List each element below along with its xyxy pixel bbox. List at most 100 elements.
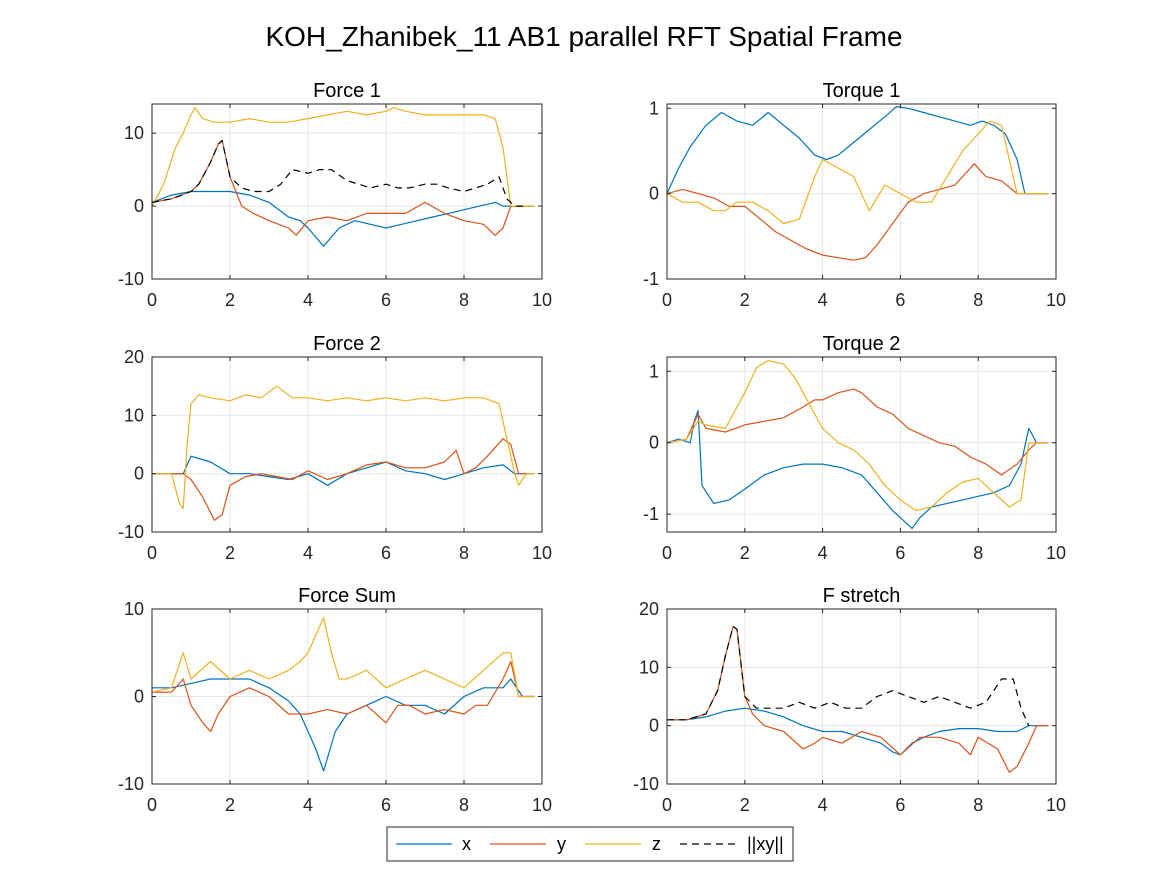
series-line-x xyxy=(667,106,1049,195)
subplot-title: Torque 1 xyxy=(823,80,901,102)
x-tick-label: 4 xyxy=(818,795,828,815)
series-line-x xyxy=(152,190,535,247)
x-tick-label: 10 xyxy=(1046,290,1066,310)
x-tick-label: 8 xyxy=(973,795,983,815)
y-tick-label: 10 xyxy=(124,405,144,425)
series-line-z xyxy=(152,385,535,510)
axes-frame xyxy=(666,356,1057,533)
y-tick-label: 0 xyxy=(649,433,659,453)
series-line-y xyxy=(152,660,535,733)
plot-area xyxy=(667,357,1056,532)
axes-frame xyxy=(666,608,1057,785)
y-tick-label: 1 xyxy=(649,361,659,381)
x-tick-label: 0 xyxy=(662,795,672,815)
y-tick-label: -10 xyxy=(118,774,144,794)
x-tick-label: 4 xyxy=(303,290,313,310)
subplot-title: Force Sum xyxy=(298,585,396,607)
x-tick-label: 2 xyxy=(225,543,235,563)
legend-label-xy: ||xy|| xyxy=(747,834,784,854)
y-tick-label: -10 xyxy=(118,522,144,542)
series-line-y xyxy=(152,438,535,521)
y-tick-label: 10 xyxy=(124,599,144,619)
series-line-z xyxy=(667,360,1049,512)
legend: x y z ||xy|| xyxy=(386,826,794,862)
y-tick-label: -10 xyxy=(633,774,659,794)
series-line-xy xyxy=(152,139,527,207)
plot-area xyxy=(667,104,1056,279)
x-tick-label: 10 xyxy=(532,543,552,563)
x-tick-label: 4 xyxy=(303,543,313,563)
y-tick-label: 0 xyxy=(649,716,659,736)
series-line-x xyxy=(152,678,535,772)
x-tick-label: 8 xyxy=(459,795,469,815)
series-line-xy xyxy=(667,625,1030,726)
plot-area xyxy=(667,609,1056,784)
legend-label-y: y xyxy=(557,834,566,854)
x-tick-label: 0 xyxy=(662,543,672,563)
plot-area xyxy=(152,357,542,532)
x-tick-label: 2 xyxy=(225,795,235,815)
x-tick-label: 10 xyxy=(1046,543,1066,563)
x-tick-label: 0 xyxy=(147,795,157,815)
y-tick-label: -1 xyxy=(643,504,659,524)
y-tick-label: -1 xyxy=(643,269,659,289)
series-line-y xyxy=(667,388,1049,476)
series-line-z xyxy=(152,107,535,207)
y-tick-label: 1 xyxy=(649,98,659,118)
axes-frame xyxy=(151,103,543,280)
x-tick-label: 0 xyxy=(662,290,672,310)
y-tick-label: 0 xyxy=(649,184,659,204)
x-tick-label: 6 xyxy=(895,290,905,310)
x-tick-label: 2 xyxy=(740,795,750,815)
series-line-z xyxy=(152,617,535,698)
series-line-z xyxy=(667,120,1049,225)
legend-label-z: z xyxy=(652,834,661,854)
axes-frame xyxy=(666,103,1057,280)
y-tick-label: 0 xyxy=(134,196,144,216)
x-tick-label: 4 xyxy=(818,543,828,563)
subplot-title: Force 2 xyxy=(313,333,381,355)
x-tick-label: 4 xyxy=(303,795,313,815)
x-tick-label: 8 xyxy=(973,290,983,310)
x-tick-label: 6 xyxy=(381,543,391,563)
x-tick-label: 4 xyxy=(818,290,828,310)
x-tick-label: 6 xyxy=(895,795,905,815)
legend-label-x: x xyxy=(462,834,471,854)
y-tick-label: 20 xyxy=(639,599,659,619)
y-tick-label: 10 xyxy=(639,657,659,677)
subplot-title: F stretch xyxy=(823,585,901,607)
x-tick-label: 8 xyxy=(459,290,469,310)
y-tick-label: 10 xyxy=(124,123,144,143)
x-tick-label: 6 xyxy=(381,290,391,310)
x-tick-label: 8 xyxy=(459,543,469,563)
x-tick-label: 10 xyxy=(532,290,552,310)
x-tick-label: 10 xyxy=(1046,795,1066,815)
series-line-y xyxy=(667,163,1049,261)
series-line-x xyxy=(667,707,1049,756)
x-tick-label: 6 xyxy=(895,543,905,563)
x-tick-label: 2 xyxy=(740,543,750,563)
x-tick-label: 2 xyxy=(740,290,750,310)
x-tick-label: 0 xyxy=(147,543,157,563)
figure-title: KOH_Zhanibek_11 AB1 parallel RFT Spatial… xyxy=(265,21,902,52)
subplot-title: Force 1 xyxy=(313,80,381,102)
x-tick-label: 10 xyxy=(532,795,552,815)
y-tick-label: -10 xyxy=(118,269,144,289)
y-tick-label: 0 xyxy=(134,464,144,484)
series-line-x xyxy=(667,410,1049,529)
axes-frame xyxy=(151,356,543,533)
x-tick-label: 6 xyxy=(381,795,391,815)
y-tick-label: 20 xyxy=(124,347,144,367)
y-tick-label: 0 xyxy=(134,687,144,707)
x-tick-label: 8 xyxy=(973,543,983,563)
subplot-title: Torque 2 xyxy=(823,333,901,355)
x-tick-label: 2 xyxy=(225,290,235,310)
